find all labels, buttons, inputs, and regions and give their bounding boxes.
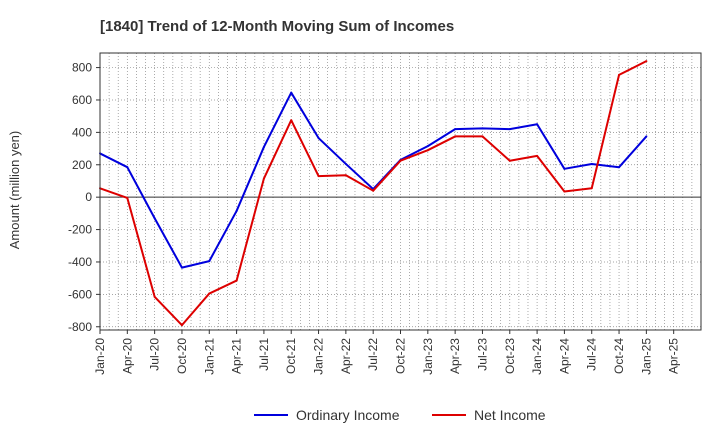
ordinary-income-point <box>262 145 265 148</box>
x-tick-label: Oct-24 <box>612 338 626 374</box>
y-tick-label: 200 <box>72 158 92 172</box>
net-income-point <box>645 60 648 63</box>
x-tick-label: Jul-21 <box>257 338 271 371</box>
net-income-point <box>290 119 293 122</box>
x-tick-label: Oct-23 <box>503 338 517 374</box>
net-income-point <box>454 135 457 138</box>
ordinary-income-point <box>645 135 648 138</box>
net-income-point <box>372 189 375 192</box>
y-tick-label: 0 <box>85 190 92 204</box>
ordinary-income-point <box>508 128 511 131</box>
grid-lines <box>100 53 701 330</box>
ordinary-income-point <box>235 209 238 212</box>
series-lines <box>99 60 648 327</box>
y-tick-label: -800 <box>68 320 92 334</box>
ordinary-income-point <box>426 145 429 148</box>
x-tick-label: Apr-21 <box>230 338 244 374</box>
net-income-point <box>235 279 238 282</box>
x-tick-label: Jan-23 <box>421 338 435 375</box>
net-income-point <box>563 190 566 193</box>
net-income-point <box>536 154 539 157</box>
ordinary-income-point <box>590 162 593 165</box>
net-income-point <box>262 177 265 180</box>
x-tick-label: Oct-20 <box>175 338 189 374</box>
net-income-point <box>481 135 484 138</box>
net-income-point <box>126 196 129 199</box>
net-income-point <box>426 149 429 152</box>
y-tick-label: -200 <box>68 223 92 237</box>
y-tick-labels: 800 600 400 200 0 -200 -400 -600 -800 <box>68 61 100 334</box>
x-tick-label: Jan-25 <box>639 338 653 375</box>
net-income-point <box>208 292 211 295</box>
x-tick-label: Jul-20 <box>148 338 162 371</box>
x-tick-label: Apr-20 <box>120 338 134 374</box>
x-tick-label: Jan-22 <box>312 338 326 375</box>
y-axis-label: Amount (million yen) <box>7 131 22 250</box>
ordinary-income-point <box>208 260 211 263</box>
x-tick-label: Apr-22 <box>339 338 353 374</box>
ordinary-income-point <box>317 137 320 140</box>
net-income-point <box>618 73 621 76</box>
ordinary-income-line <box>99 91 648 269</box>
x-tick-label: Jul-23 <box>475 338 489 371</box>
x-tick-label: Oct-21 <box>284 338 298 374</box>
y-tick-label: 400 <box>72 125 92 139</box>
net-income-point <box>317 175 320 178</box>
x-tick-label: Jul-24 <box>585 338 599 371</box>
x-tick-label: Oct-22 <box>394 338 408 374</box>
x-tick-label: Jan-24 <box>530 338 544 375</box>
ordinary-income-point <box>180 266 183 269</box>
ordinary-income-point <box>618 166 621 169</box>
net-income-line <box>99 60 647 327</box>
plot-frame <box>99 52 702 331</box>
ordinary-income-point <box>344 162 347 165</box>
x-tick-label: Apr-24 <box>557 338 571 374</box>
ordinary-income-point <box>153 217 156 220</box>
y-tick-label: -600 <box>68 287 92 301</box>
x-tick-label: Apr-23 <box>448 338 462 374</box>
net-income-point <box>399 159 402 162</box>
x-tick-label: Jan-20 <box>93 338 107 375</box>
ordinary-income-point <box>536 123 539 126</box>
x-tick-labels: Jan-20 Apr-20 Jul-20 Oct-20 Jan-21 Apr-21 Jul-… <box>93 330 681 375</box>
legend: Ordinary Income Net Income <box>254 407 546 423</box>
net-income-point <box>153 295 156 298</box>
y-tick-label: 800 <box>72 61 92 75</box>
x-tick-label: Jul-22 <box>366 338 380 371</box>
net-income-point <box>180 324 183 327</box>
x-tick-label: Apr-25 <box>667 338 681 374</box>
chart-title: [1840] Trend of 12-Month Moving Sum of I… <box>100 18 454 35</box>
ordinary-income-point <box>481 127 484 130</box>
y-tick-label: -400 <box>68 255 92 269</box>
y-tick-label: 600 <box>72 93 92 107</box>
ordinary-income-legend-label: Ordinary Income <box>296 407 400 423</box>
ordinary-income-point <box>290 91 293 94</box>
net-income-point <box>590 187 593 190</box>
x-tick-label: Jan-21 <box>202 338 216 375</box>
net-income-point <box>344 174 347 177</box>
ordinary-income-point <box>563 167 566 170</box>
net-income-legend-label: Net Income <box>474 407 546 423</box>
ordinary-income-point <box>454 128 457 131</box>
net-income-point <box>508 159 511 162</box>
ordinary-income-point <box>126 166 129 169</box>
